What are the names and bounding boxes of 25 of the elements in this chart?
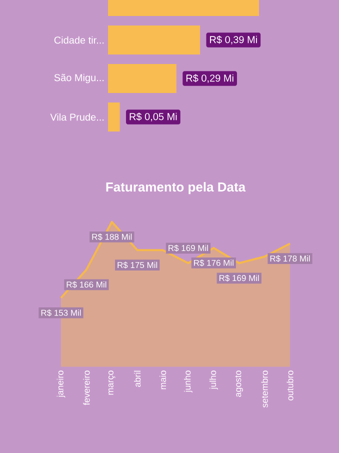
data-label: R$ 176 Mil xyxy=(194,260,234,266)
data-label: R$ 188 Mil xyxy=(92,233,132,240)
data-label: R$ 166 Mil xyxy=(66,281,106,288)
data-label: R$ 153 Mil xyxy=(41,309,81,316)
data-label: R$ 0,39 Mi xyxy=(210,36,257,44)
x-tick-label: junho xyxy=(184,370,192,392)
data-label: R$ 169 Mil xyxy=(168,244,208,252)
x-tick-label: agosto xyxy=(235,370,243,397)
x-tick-label: fevereiro xyxy=(83,370,90,406)
x-tick-label: abril xyxy=(134,370,141,387)
y-tick-label: São Migu... xyxy=(54,74,104,84)
chart-title: Faturamento pela Data xyxy=(106,182,246,194)
x-tick-label: março xyxy=(108,370,116,395)
y-tick-label: Cidade tir... xyxy=(54,36,104,44)
data-label: R$ 178 Mil xyxy=(270,255,310,262)
data-label: R$ 0,29 Mi xyxy=(186,74,234,83)
x-tick-label: janeiro xyxy=(56,370,66,398)
x-tick-label: outubro xyxy=(286,370,294,400)
data-label: R$ 169 Mil xyxy=(219,274,259,282)
y-tick-label: Vila Prude... xyxy=(50,113,104,121)
data-label: R$ 0,05 Mi xyxy=(130,112,177,122)
x-tick-label: setembro xyxy=(261,370,268,408)
x-tick-label: maio xyxy=(159,370,166,390)
x-tick-label: julho xyxy=(209,370,218,390)
data-label: R$ 175 Mil xyxy=(118,262,158,269)
